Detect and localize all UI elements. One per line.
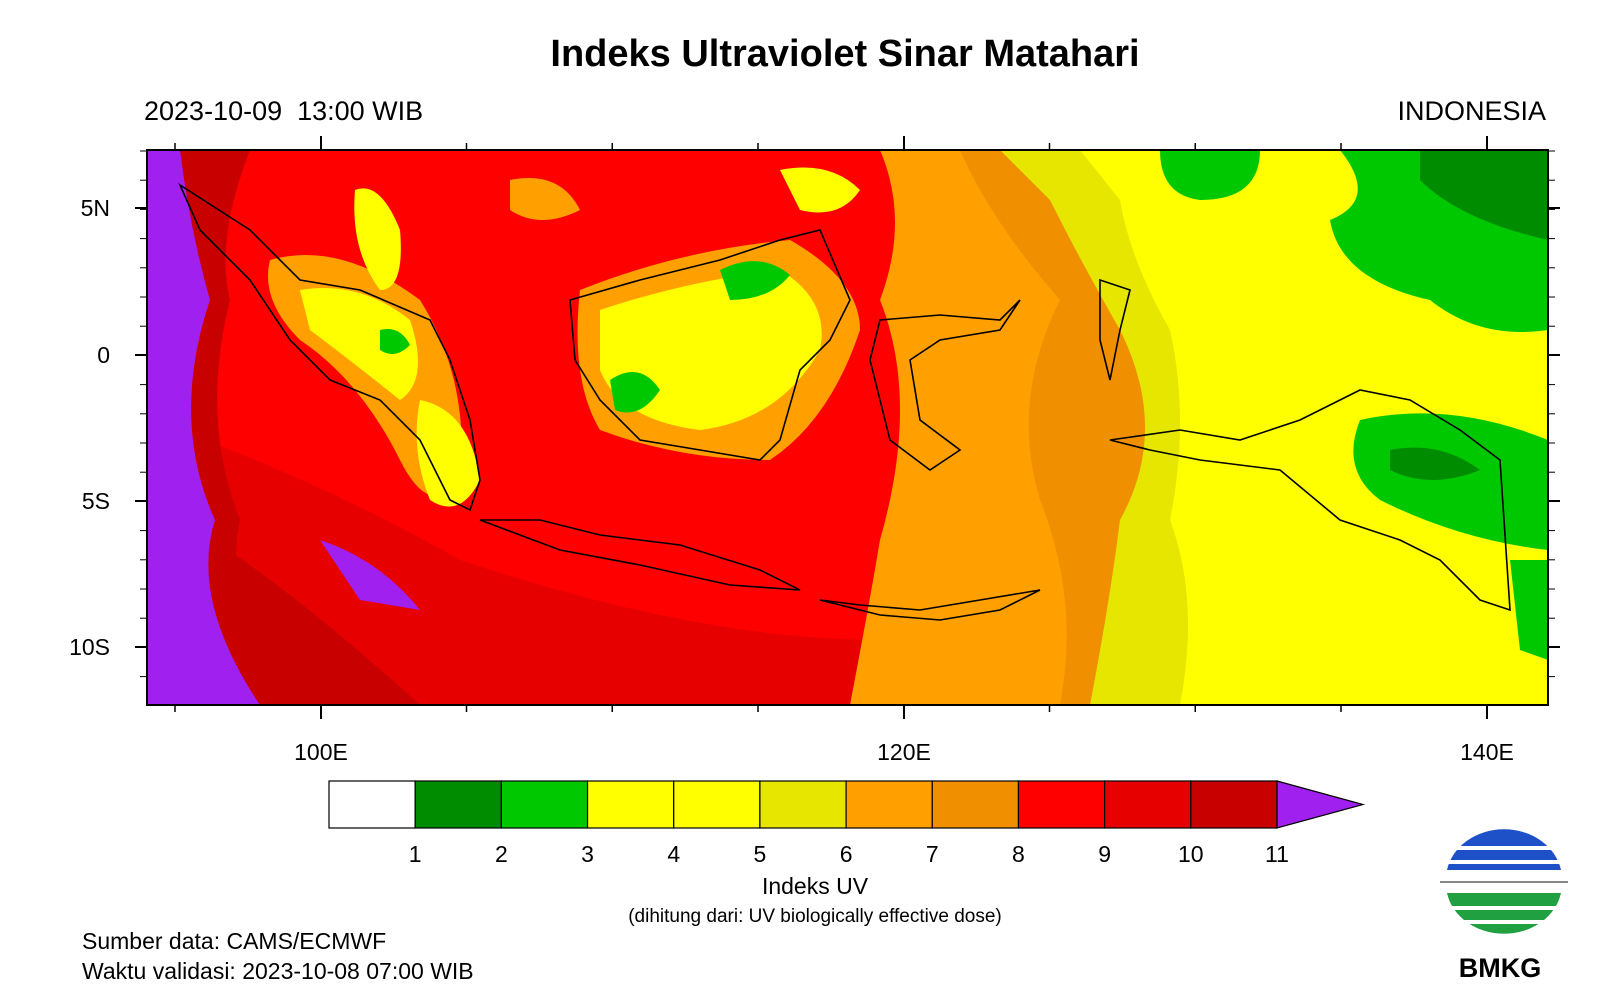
colorbar-subtitle: (dihitung dari: UV biologically effectiv…	[628, 906, 1002, 927]
lon-label: 120E	[877, 739, 931, 765]
map-frame	[146, 149, 1549, 706]
data-source: Sumber data: CAMS/ECMWF	[82, 928, 386, 954]
colorbar-box	[845, 780, 933, 829]
colorbar-box	[1104, 780, 1192, 829]
colorbar-tick-label: 7	[926, 841, 939, 867]
colorbar-tick-label: 11	[1265, 841, 1289, 867]
lat-label: 0	[97, 342, 110, 368]
colorbar-tick-label: 9	[1098, 841, 1111, 867]
colorbar-box	[673, 780, 761, 829]
colorbar-tick-label: 6	[840, 841, 853, 867]
colorbar-box	[500, 780, 589, 829]
colorbar-tick-label: 3	[581, 841, 594, 867]
colorbar-box	[759, 780, 847, 829]
colorbar-tick-label: 1	[409, 841, 422, 867]
colorbar-box	[1190, 780, 1278, 829]
lat-label: 10S	[69, 634, 110, 660]
colorbar: 1 2 3 4 5 6 7 8 9 10 11	[328, 780, 1366, 867]
uv-field	[147, 150, 1548, 705]
colorbar-tick-label: 5	[754, 841, 767, 867]
lon-label: 140E	[1460, 739, 1514, 765]
colorbar-tick-label: 10	[1178, 841, 1204, 867]
validity-time: Waktu validasi: 2023-10-08 07:00 WIB	[82, 958, 474, 984]
colorbar-box	[586, 780, 675, 829]
colorbar-box	[1017, 780, 1106, 829]
colorbar-title: Indeks UV	[762, 873, 869, 899]
region: INDONESIA	[1397, 96, 1546, 126]
colorbar-box	[328, 780, 416, 829]
title: Indeks Ultraviolet Sinar Matahari	[550, 33, 1139, 75]
lat-label: 5N	[81, 195, 110, 221]
map-ticks	[135, 136, 1560, 719]
lon-label: 100E	[294, 739, 348, 765]
colorbar-box	[931, 780, 1020, 829]
colorbar-box	[414, 780, 502, 829]
bmkg-logo: BMKG	[1440, 829, 1570, 983]
colorbar-arrow	[1276, 780, 1366, 829]
colorbar-tick-label: 4	[667, 841, 680, 867]
coastlines	[178, 182, 1511, 621]
lat-label: 5S	[82, 488, 110, 514]
colorbar-tick-label: 2	[495, 841, 508, 867]
logo-text: BMKG	[1459, 953, 1542, 983]
colorbar-tick-label: 8	[1012, 841, 1025, 867]
datetime: 2023-10-09 13:00 WIB	[144, 96, 423, 126]
